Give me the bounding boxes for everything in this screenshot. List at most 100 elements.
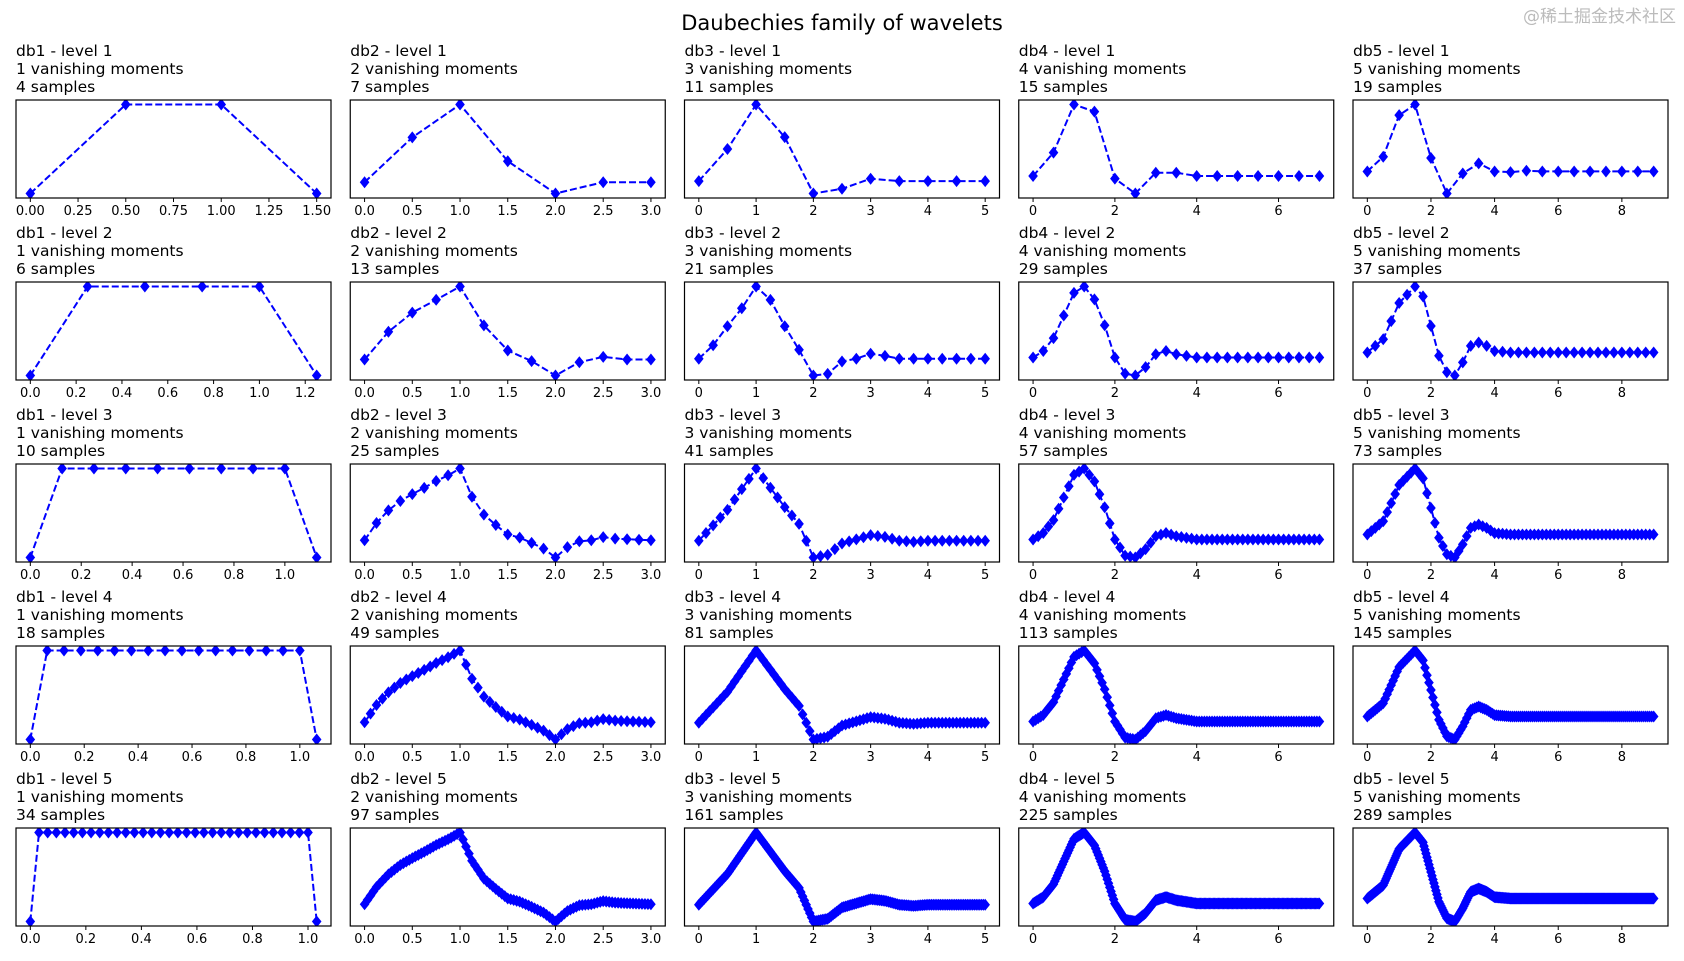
x-tick-label: 2 bbox=[1111, 386, 1119, 401]
data-point-marker bbox=[1048, 332, 1059, 345]
data-point-marker bbox=[1378, 150, 1389, 163]
data-point-marker bbox=[787, 509, 797, 522]
x-tick-label: 0.5 bbox=[402, 568, 423, 583]
data-point-marker bbox=[380, 871, 391, 884]
data-point-marker bbox=[574, 717, 585, 730]
x-tick-label: 0.5 bbox=[402, 204, 423, 219]
data-point-marker bbox=[1426, 320, 1436, 333]
x-tick-label: 0.8 bbox=[242, 932, 263, 947]
data-point-marker bbox=[747, 649, 758, 662]
subplot-title: db2 - level 4 bbox=[350, 588, 447, 606]
x-tick-label: 2 bbox=[809, 750, 817, 765]
data-point-marker bbox=[804, 725, 815, 738]
data-point-marker bbox=[514, 531, 525, 544]
data-point-marker bbox=[708, 339, 718, 352]
data-point-marker bbox=[1465, 339, 1476, 352]
data-point-marker bbox=[1418, 472, 1428, 485]
data-point-marker bbox=[1648, 710, 1659, 723]
data-point-marker bbox=[395, 494, 406, 507]
axes-frame bbox=[349, 99, 666, 199]
plot-area bbox=[25, 464, 322, 562]
data-point-marker bbox=[865, 347, 876, 360]
data-point-marker bbox=[646, 716, 656, 729]
data-point-marker bbox=[455, 828, 465, 839]
data-point-marker bbox=[1058, 309, 1069, 322]
x-tick-label: 0.0 bbox=[354, 568, 375, 583]
data-point-marker bbox=[779, 501, 790, 514]
data-point-marker bbox=[1038, 527, 1049, 540]
subplot-samples-label: 13 samples bbox=[350, 260, 439, 278]
data-point-marker bbox=[216, 828, 227, 839]
plot-area bbox=[359, 100, 656, 198]
x-tick-label: 1.0 bbox=[289, 750, 310, 765]
data-point-marker bbox=[1601, 346, 1611, 359]
subplot-samples-label: 10 samples bbox=[16, 442, 105, 460]
data-point-marker bbox=[1489, 345, 1500, 358]
data-point-marker bbox=[1099, 501, 1110, 514]
data-point-marker bbox=[359, 716, 370, 729]
subplot-samples-label: 97 samples bbox=[350, 806, 439, 824]
subplot-title: db5 - level 1 bbox=[1353, 42, 1450, 60]
axes-frame bbox=[1352, 281, 1669, 381]
data-point-marker bbox=[719, 689, 729, 702]
x-tick-label: 0 bbox=[695, 204, 703, 219]
data-point-marker bbox=[908, 352, 919, 365]
data-point-marker bbox=[485, 695, 495, 708]
data-point-marker bbox=[1426, 502, 1436, 515]
data-point-marker bbox=[473, 863, 483, 876]
data-point-marker bbox=[1283, 351, 1294, 364]
subplot-samples-label: 4 samples bbox=[16, 78, 95, 96]
data-point-marker bbox=[872, 529, 883, 542]
data-point-marker bbox=[1263, 351, 1274, 364]
data-point-marker bbox=[622, 715, 632, 728]
data-point-marker bbox=[1038, 345, 1049, 358]
x-tick-label: 1 bbox=[752, 568, 760, 583]
x-tick-label: 0 bbox=[695, 932, 703, 947]
data-point-marker bbox=[729, 493, 740, 506]
data-point-marker bbox=[77, 828, 88, 839]
data-point-marker bbox=[467, 490, 477, 503]
data-point-marker bbox=[980, 898, 990, 911]
x-tick-label: 0 bbox=[1029, 750, 1037, 765]
x-tick-label: 2 bbox=[1111, 204, 1119, 219]
data-point-marker bbox=[1227, 533, 1238, 546]
x-tick-label: 0.8 bbox=[224, 568, 245, 583]
data-point-marker bbox=[1171, 166, 1182, 179]
data-point-marker bbox=[431, 475, 441, 488]
series-line bbox=[1032, 285, 1320, 377]
data-point-marker bbox=[751, 646, 761, 657]
data-point-marker bbox=[1253, 533, 1263, 546]
data-point-marker bbox=[837, 355, 847, 368]
data-point-marker bbox=[103, 828, 114, 839]
x-tick-label: 0 bbox=[695, 386, 703, 401]
data-point-marker bbox=[1314, 169, 1325, 182]
data-point-marker bbox=[173, 828, 183, 839]
x-tick-label: 1.5 bbox=[497, 204, 518, 219]
subplot-samples-label: 161 samples bbox=[685, 806, 784, 824]
data-point-marker bbox=[1648, 528, 1659, 541]
data-point-marker bbox=[25, 915, 36, 926]
data-point-marker bbox=[1283, 533, 1294, 546]
watermark: @稀土掘金技术社区 bbox=[1523, 7, 1676, 27]
data-point-marker bbox=[894, 352, 905, 365]
x-tick-label: 0.6 bbox=[157, 386, 178, 401]
x-tick-label: 6 bbox=[1554, 750, 1562, 765]
subplot-subtitle: 3 vanishing moments bbox=[685, 788, 853, 806]
data-point-marker bbox=[958, 534, 969, 547]
data-point-marker bbox=[694, 534, 704, 547]
data-point-marker bbox=[858, 531, 869, 544]
data-point-marker bbox=[1378, 333, 1389, 346]
data-point-marker bbox=[880, 530, 890, 543]
data-point-marker bbox=[1294, 169, 1304, 182]
data-point-marker bbox=[1410, 464, 1420, 475]
data-point-marker bbox=[1593, 346, 1603, 359]
data-point-marker bbox=[374, 877, 385, 890]
axes-frame bbox=[683, 645, 1001, 745]
data-point-marker bbox=[973, 534, 983, 547]
